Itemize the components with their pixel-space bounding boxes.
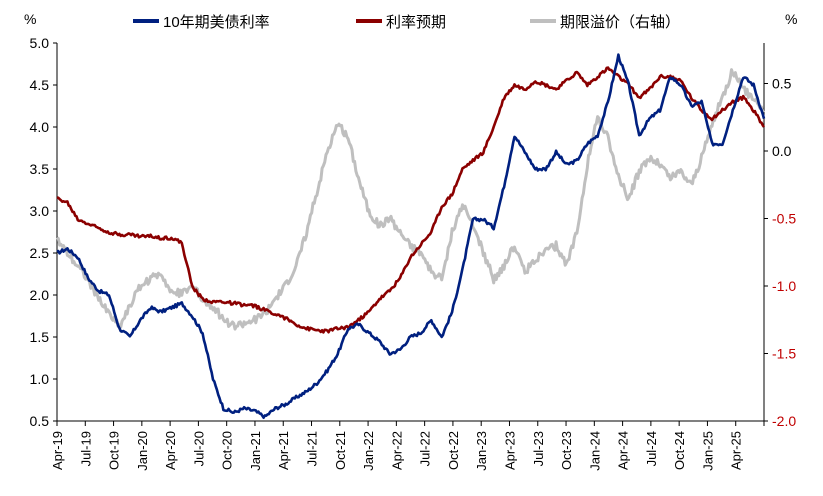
left-axis-unit: % (24, 11, 36, 27)
x-axis-tick-label: Jul-22 (418, 431, 433, 466)
left-axis-tick-label: 3.5 (30, 161, 50, 177)
x-axis-tick-label: Oct-22 (446, 431, 461, 470)
x-axis-tick-label: Apr-23 (502, 431, 517, 470)
x-axis-tick-label: Oct-24 (672, 431, 687, 470)
plot-frame (56, 43, 765, 422)
series-layer (56, 53, 766, 420)
series-line-0 (56, 53, 766, 420)
left-axis-tick-label: 4.0 (30, 119, 50, 135)
x-axis-tick-label: Jul-24 (644, 431, 659, 466)
right-axis: -2.0 -1.5 -1.0 -0.5 0.0 0.5 (764, 76, 796, 429)
x-axis-tick-label: Apr-22 (389, 431, 404, 470)
x-axis-tick-label: Apr-19 (50, 431, 65, 470)
right-axis-unit: % (785, 11, 797, 27)
series-line-1 (56, 66, 766, 334)
legend: 10年期美债利率 利率预期 期限溢价（右轴） (133, 14, 680, 31)
right-axis-tick-label: 0.0 (772, 143, 792, 159)
left-axis-tick-label: 4.5 (30, 77, 50, 93)
series-line-2 (56, 68, 765, 331)
x-axis-tick-label: Oct-21 (333, 431, 348, 470)
left-axis-tick-label: 1.5 (30, 329, 50, 345)
x-axis: Apr-19 Jul-19 Oct-19 Jan-20 Apr-20 Jul-20 Oct-… (50, 421, 765, 471)
right-axis-tick-label: -1.5 (772, 346, 796, 362)
x-axis-tick-label: Jan-25 (700, 431, 715, 471)
x-axis-tick-label: Jan-21 (248, 431, 263, 471)
right-axis-tick-label: -0.5 (772, 211, 796, 227)
x-axis-tick-label: Oct-23 (559, 431, 574, 470)
left-axis-tick-label: 1.0 (30, 371, 50, 387)
left-axis-tick-label: 5.0 (30, 35, 50, 51)
x-axis-tick-label: Oct-19 (107, 431, 122, 470)
right-axis-tick-label: -1.0 (772, 278, 796, 294)
left-axis: 0.5 1.0 1.5 2.0 2.5 3.0 3.5 4.0 4.5 5.0 (30, 35, 57, 429)
left-axis-tick-label: 2.0 (30, 287, 50, 303)
x-axis-tick-label: Jan-20 (135, 431, 150, 471)
right-axis-tick-label: -2.0 (772, 413, 796, 429)
x-axis-tick-label: Apr-25 (729, 431, 744, 470)
right-axis-tick-label: 0.5 (772, 76, 792, 92)
x-axis-tick-label: Jan-22 (361, 431, 376, 471)
legend-label: 10年期美债利率 (163, 14, 270, 31)
left-axis-tick-label: 3.0 (30, 203, 50, 219)
legend-label: 期限溢价（右轴） (560, 14, 680, 31)
x-axis-tick-label: Oct-20 (220, 431, 235, 470)
x-axis-tick-label: Apr-20 (163, 431, 178, 470)
x-axis-tick-label: Apr-24 (616, 431, 631, 470)
x-axis-tick-label: Jul-23 (531, 431, 546, 466)
x-axis-tick-label: Jul-19 (78, 431, 93, 466)
x-axis-tick-label: Jan-23 (474, 431, 489, 471)
left-axis-tick-label: 2.5 (30, 245, 50, 261)
left-axis-tick-label: 0.5 (30, 413, 50, 429)
legend-label: 利率预期 (386, 14, 446, 31)
x-axis-tick-label: Apr-21 (276, 431, 291, 470)
x-axis-tick-label: Jul-21 (305, 431, 320, 466)
x-axis-tick-label: Jan-24 (587, 431, 602, 471)
x-axis-tick-label: Jul-20 (191, 431, 206, 466)
